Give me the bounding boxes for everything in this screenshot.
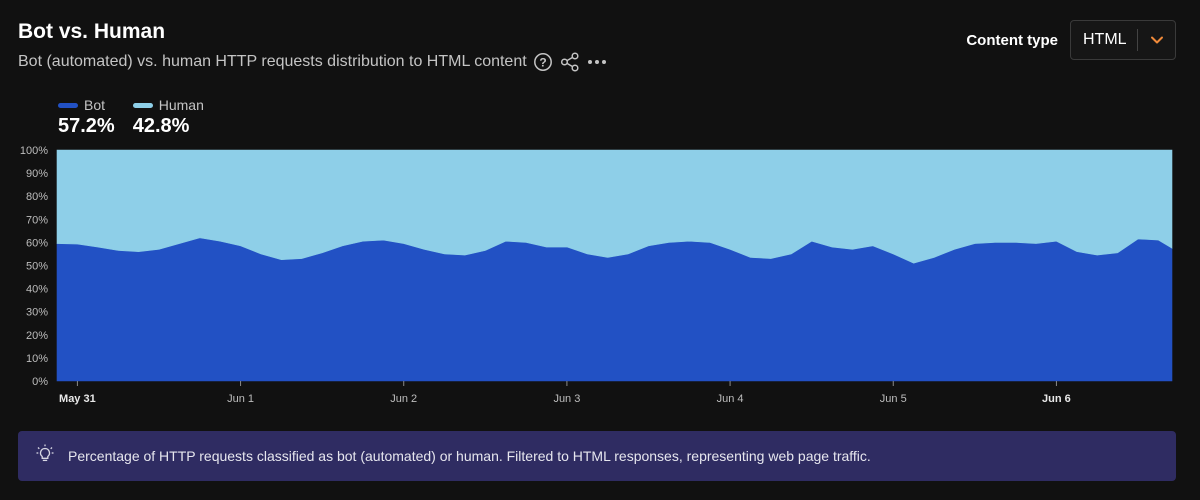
content-type-control: Content type HTML [966, 20, 1176, 60]
y-tick-label: 50% [26, 261, 48, 273]
chart-title: Bot vs. Human [18, 20, 166, 43]
y-tick-label: 30% [26, 307, 48, 319]
more-horizontal-icon[interactable] [587, 57, 607, 67]
y-tick-label: 40% [26, 284, 48, 296]
x-axis: May 31 Jun 1 Jun 2 Jun 3 Jun 4 Jun 5 Jun 6 [59, 381, 1071, 405]
x-tick-label: Jun 3 [553, 393, 580, 405]
legend-value-human: 42.8% [132, 115, 190, 137]
legend-label-bot: Bot [84, 97, 106, 113]
content-type-select[interactable]: HTML [1070, 20, 1176, 60]
area-chart[interactable]: 0% 10% 20% 30% 40% 50% 60% 70% 80% 90% 100% May 31… [0, 0, 1200, 420]
content-type-value: HTML [1083, 31, 1127, 48]
y-tick-label: 20% [26, 330, 48, 342]
legend-value-bot: 57.2% [58, 115, 115, 137]
chart-subtitle: Bot (automated) vs. human HTTP requests … [18, 53, 527, 70]
x-tick-label: Jun 1 [227, 393, 254, 405]
chart-legend: Bot 57.2% Human 42.8% [58, 97, 222, 138]
x-tick-label: Jun 2 [390, 393, 417, 405]
x-tick-label: Jun 4 [717, 393, 744, 405]
y-axis: 0% 10% 20% 30% 40% 50% 60% 70% 80% 90% 100% [20, 145, 48, 388]
area-series-human[interactable] [56, 149, 1173, 264]
chevron-down-icon[interactable] [1138, 35, 1175, 45]
legend-swatch-bot [58, 102, 78, 108]
lightbulb-icon [36, 444, 54, 469]
svg-text:?: ? [539, 55, 546, 69]
area-series-bot[interactable] [56, 237, 1173, 382]
y-tick-label: 10% [26, 353, 48, 365]
x-tick-label: May 31 [59, 393, 96, 405]
y-tick-label: 80% [26, 191, 48, 203]
info-note-text: Percentage of HTTP requests classified a… [68, 448, 871, 464]
info-note: Percentage of HTTP requests classified a… [18, 431, 1176, 481]
y-tick-label: 70% [26, 214, 48, 226]
question-circle-icon[interactable]: ? [533, 52, 553, 72]
y-tick-label: 60% [26, 237, 48, 249]
legend-label-human: Human [158, 97, 204, 113]
legend-item-bot[interactable]: Bot 57.2% [58, 97, 115, 138]
x-tick-label: Jun 6 [1042, 393, 1071, 405]
y-tick-label: 100% [20, 145, 48, 157]
share-icon[interactable] [559, 51, 581, 73]
legend-item-human[interactable]: Human 42.8% [132, 97, 204, 138]
subtitle-row: Bot (automated) vs. human HTTP requests … [18, 51, 607, 73]
y-tick-label: 0% [32, 376, 48, 388]
content-type-label: Content type [966, 31, 1058, 49]
y-tick-label: 90% [26, 168, 48, 180]
legend-swatch-human [132, 102, 153, 108]
chart-areas [56, 149, 1173, 382]
select-divider [1137, 29, 1138, 51]
x-tick-label: Jun 5 [880, 393, 907, 405]
